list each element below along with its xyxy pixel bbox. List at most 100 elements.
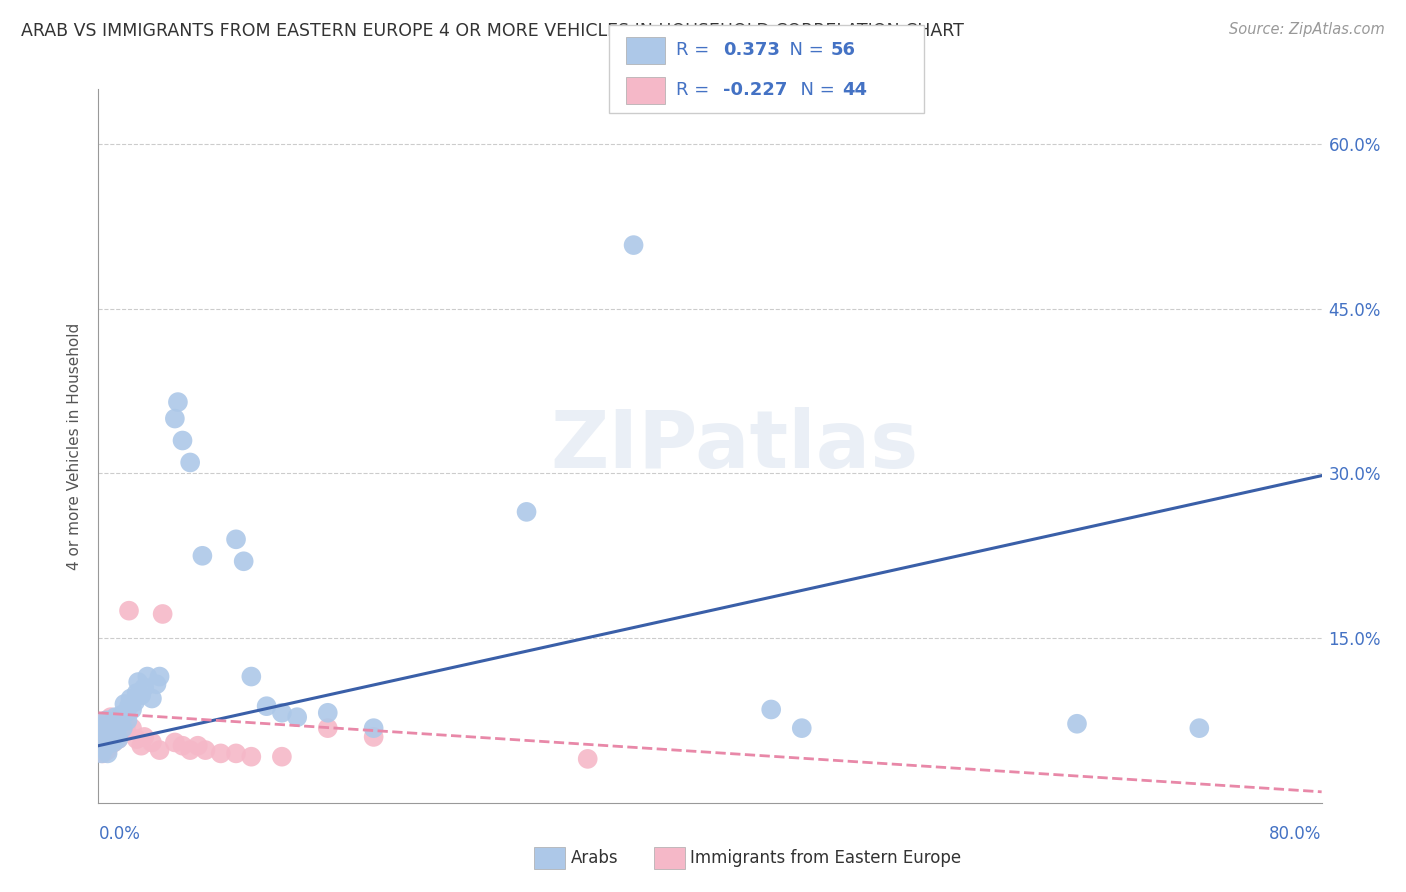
Point: [152, 607, 174, 621]
Point: [759, 702, 782, 716]
Point: [790, 721, 813, 735]
Point: [270, 749, 292, 764]
Point: [121, 702, 143, 716]
Point: [623, 238, 645, 252]
Point: [163, 735, 186, 749]
Point: [145, 677, 167, 691]
Point: [91, 719, 114, 733]
Point: [516, 505, 538, 519]
Point: [110, 724, 132, 739]
Point: [125, 686, 148, 700]
Point: [98, 721, 121, 735]
Point: [115, 706, 138, 720]
Text: R =: R =: [676, 81, 716, 99]
Point: [100, 724, 122, 739]
Point: [316, 721, 339, 735]
Point: [363, 721, 385, 735]
Point: [172, 434, 194, 448]
Point: [90, 747, 112, 761]
Point: [141, 735, 163, 749]
Point: [240, 669, 263, 683]
Point: [117, 714, 139, 728]
Text: 0.0%: 0.0%: [98, 825, 141, 843]
Point: [97, 743, 120, 757]
Point: [118, 604, 141, 618]
Point: [107, 732, 129, 747]
Point: [98, 732, 121, 747]
Point: [163, 411, 186, 425]
Point: [576, 752, 599, 766]
Point: [112, 697, 135, 711]
Text: Source: ZipAtlas.com: Source: ZipAtlas.com: [1229, 22, 1385, 37]
Point: [110, 708, 132, 723]
Point: [91, 728, 114, 742]
Point: [91, 735, 114, 749]
Point: [111, 721, 134, 735]
Point: [225, 747, 247, 761]
Point: [91, 747, 114, 761]
Point: [120, 691, 142, 706]
Point: [103, 735, 125, 749]
Point: [105, 724, 128, 739]
Text: R =: R =: [676, 42, 716, 60]
Point: [149, 743, 172, 757]
Text: 44: 44: [842, 81, 868, 99]
Point: [316, 706, 339, 720]
Point: [225, 533, 247, 547]
Point: [121, 721, 143, 735]
Point: [89, 739, 111, 753]
Point: [89, 740, 111, 755]
Point: [97, 730, 120, 744]
Text: N =: N =: [789, 81, 841, 99]
Point: [194, 743, 217, 757]
Point: [124, 695, 146, 709]
Point: [97, 735, 120, 749]
Point: [103, 721, 125, 735]
Point: [1188, 721, 1211, 735]
Point: [93, 735, 115, 749]
Point: [107, 732, 129, 747]
Point: [108, 716, 131, 731]
Text: Arabs: Arabs: [571, 849, 619, 867]
Point: [1066, 716, 1088, 731]
Text: Immigrants from Eastern Europe: Immigrants from Eastern Europe: [690, 849, 962, 867]
Point: [191, 549, 214, 563]
Point: [149, 669, 172, 683]
Point: [240, 749, 263, 764]
Point: [129, 739, 152, 753]
Point: [179, 743, 201, 757]
Point: [285, 710, 308, 724]
Point: [111, 719, 134, 733]
Text: 56: 56: [831, 42, 856, 60]
Point: [90, 716, 112, 731]
Point: [172, 739, 194, 753]
Point: [97, 747, 120, 761]
Point: [104, 710, 127, 724]
Point: [363, 730, 385, 744]
Point: [90, 743, 112, 757]
Text: ARAB VS IMMIGRANTS FROM EASTERN EUROPE 4 OR MORE VEHICLES IN HOUSEHOLD CORRELATI: ARAB VS IMMIGRANTS FROM EASTERN EUROPE 4…: [21, 22, 965, 40]
Point: [167, 395, 190, 409]
Point: [89, 732, 111, 747]
Point: [101, 716, 124, 731]
Point: [118, 699, 141, 714]
Point: [232, 554, 254, 568]
Point: [136, 669, 159, 683]
Point: [98, 719, 121, 733]
Point: [115, 721, 138, 735]
Point: [94, 730, 117, 744]
Point: [108, 716, 131, 731]
Point: [90, 730, 112, 744]
Point: [270, 706, 292, 720]
Point: [105, 728, 128, 742]
Point: [129, 688, 152, 702]
Point: [134, 681, 156, 695]
Point: [141, 691, 163, 706]
Point: [209, 747, 232, 761]
Point: [125, 732, 148, 747]
Point: [98, 739, 121, 753]
Point: [93, 740, 115, 755]
Text: 80.0%: 80.0%: [1270, 825, 1322, 843]
Text: -0.227: -0.227: [723, 81, 787, 99]
Point: [94, 714, 117, 728]
